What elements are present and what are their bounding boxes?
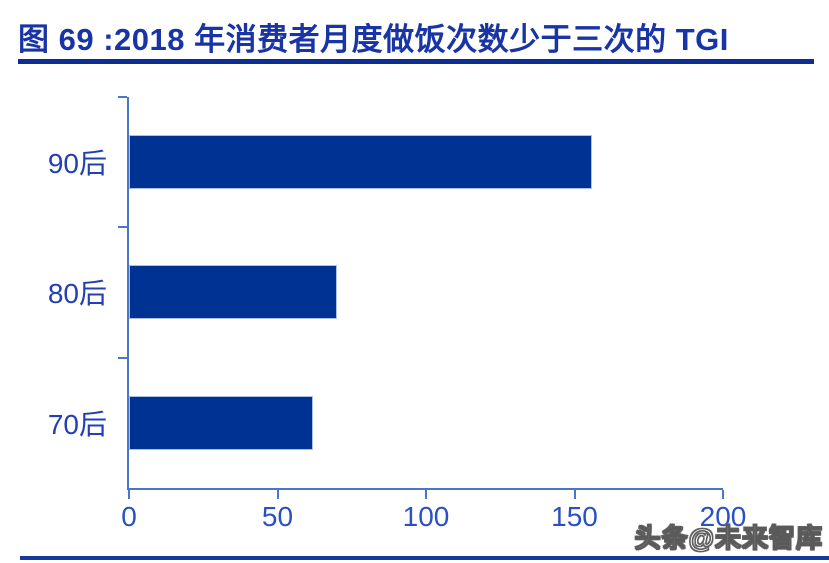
x-axis-tick (425, 490, 427, 499)
title-underline (18, 59, 814, 64)
x-axis-tick-label: 50 (261, 501, 294, 532)
bottom-rule (20, 556, 829, 560)
bar-90后 (129, 135, 593, 190)
x-axis-tick-label: 0 (121, 501, 137, 532)
bar-70后 (129, 395, 314, 450)
x-axis-tick-label: 150 (551, 501, 598, 532)
x-axis-tick-label: 200 (699, 501, 747, 532)
y-axis-tick (118, 356, 127, 359)
category-label: 80后 (47, 278, 107, 310)
y-axis-tick (118, 226, 127, 229)
category-label: 90后 (47, 148, 107, 180)
bar-row: 90后 (48, 96, 723, 227)
watermark: 头条@未来智库 (634, 523, 823, 554)
x-axis-tick (276, 490, 279, 499)
plot-area: 90后 80后 70后 0 50 100 150 200 (48, 96, 746, 532)
figure-title: 图 69 :2018 年消费者月度做饭次数少于三次的 TGI (18, 22, 729, 57)
x-axis-tick (722, 490, 724, 499)
bar-row: 70后 (48, 356, 723, 488)
x-axis-tick (128, 490, 130, 499)
bar-row: 80后 (48, 226, 723, 357)
x-axis-tick (573, 490, 576, 499)
y-axis-tick (118, 96, 127, 98)
category-label: 70后 (47, 408, 107, 440)
x-axis-tick-label: 100 (402, 501, 450, 532)
bar-80后 (129, 265, 337, 320)
